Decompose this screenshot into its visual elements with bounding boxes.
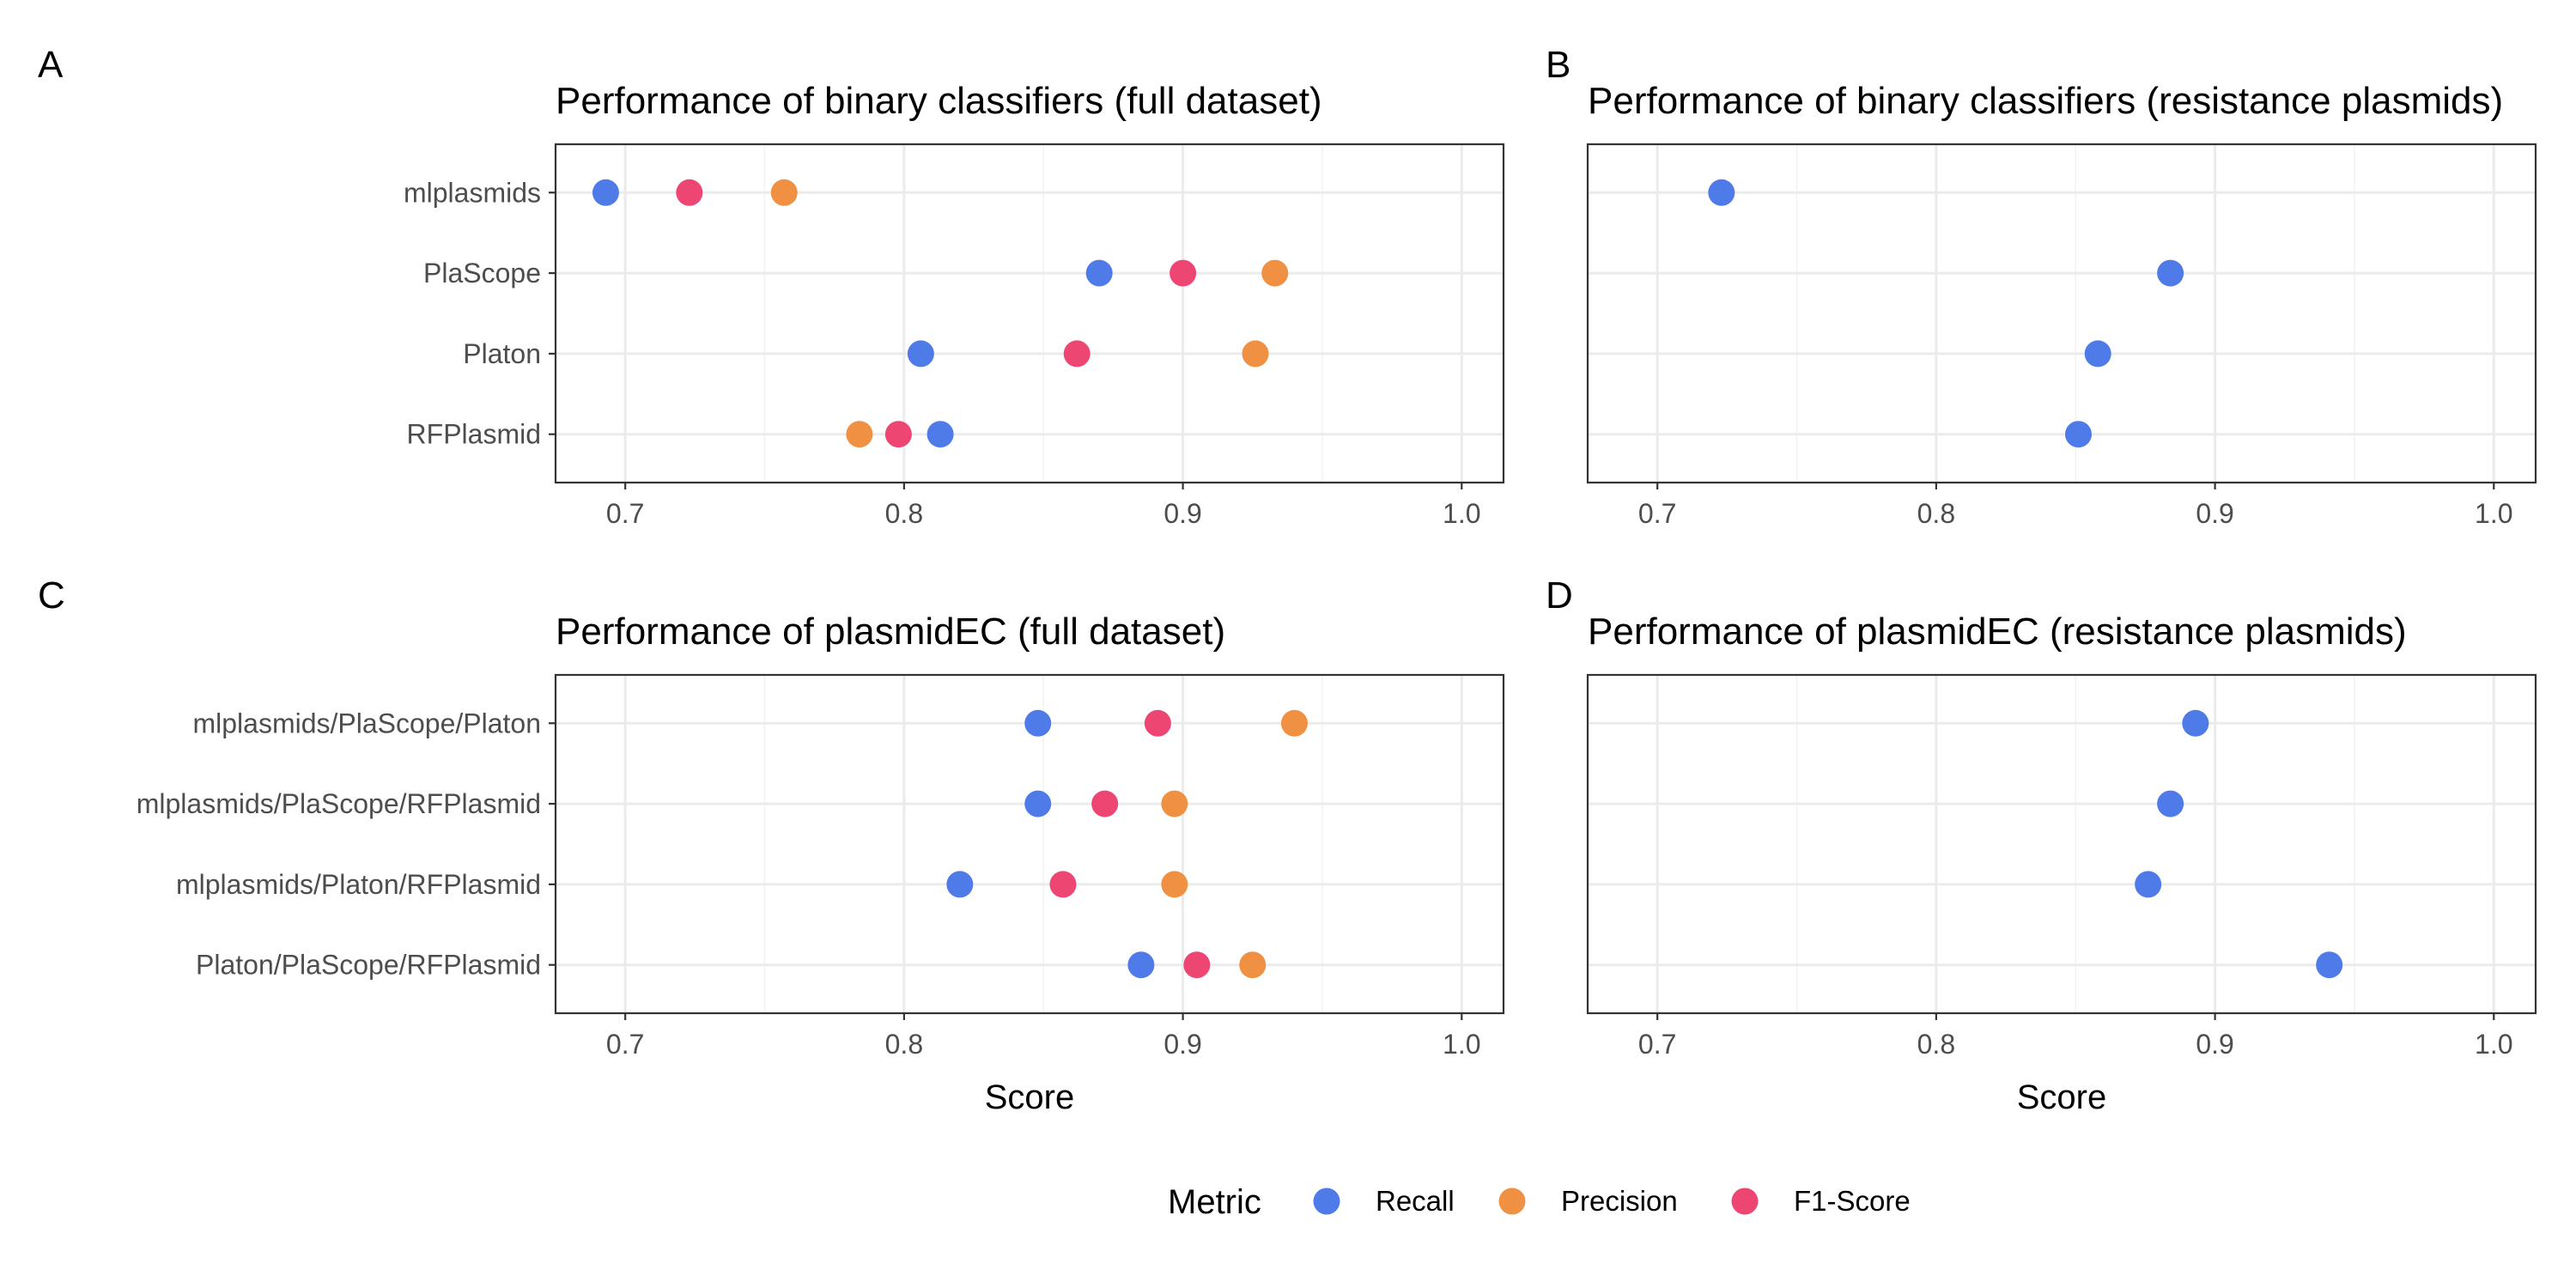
legend-label: Recall: [1376, 1185, 1455, 1217]
point-recall-mlplasmids-plascope-rfplasmid: [1024, 790, 1052, 817]
x-tick-label: 1.0: [1443, 498, 1480, 529]
legend-label: Precision: [1561, 1185, 1678, 1217]
panel-c: C Performance of plasmidEC (full dataset)…: [38, 574, 1505, 1116]
point-precision-mlplasmids-plascope-platon: [1280, 709, 1308, 737]
legend-key: [1313, 1188, 1340, 1215]
plot-area: [1586, 673, 2537, 1015]
point-recall-platon-plascope-rfplasmid: [2316, 951, 2343, 979]
plot-border: [554, 673, 1505, 1015]
y-tick-label: RFPlasmid: [407, 419, 541, 450]
y-tick-label: Platon: [463, 338, 541, 369]
plot-border: [1586, 143, 2537, 484]
point-recall-platon: [907, 340, 934, 368]
point-recall-rfplasmid: [927, 421, 954, 448]
x-tick-label: 0.9: [2196, 1029, 2233, 1060]
plot-area: [1586, 143, 2537, 484]
point-recall-platon-plascope-rfplasmid: [1127, 951, 1155, 979]
x-tick-label: 0.7: [1638, 1029, 1676, 1060]
point-recall-rfplasmid: [2064, 421, 2092, 448]
x-tick-label: 1.0: [1443, 1029, 1480, 1060]
x-tick-label: 0.7: [1638, 498, 1676, 529]
x-tick-label: 0.7: [606, 498, 644, 529]
panel-letter: B: [1546, 44, 1571, 86]
point-precision-mlplasmids: [770, 179, 798, 206]
y-tick-label: mlplasmids/Platon/RFPlasmid: [176, 869, 541, 900]
point-f1-score-platon: [1063, 340, 1091, 368]
x-tick-label: 1.0: [2475, 1029, 2512, 1060]
panel-letter: A: [38, 44, 64, 86]
legend-item-precision: Precision: [1498, 1185, 1678, 1217]
plot-background: [556, 144, 1504, 483]
y-tick-label: mlplasmids: [404, 177, 541, 208]
point-precision-plascope: [1261, 259, 1289, 287]
x-tick-label: 0.8: [1917, 498, 1955, 529]
panel-b: B Performance of binary classifiers (resi…: [1546, 44, 2537, 529]
plot-border: [1586, 673, 2537, 1015]
y-tick-label: mlplasmids/PlaScope/Platon: [192, 708, 541, 738]
point-recall-platon: [2084, 340, 2111, 368]
legend-title: Metric: [1168, 1183, 1261, 1221]
point-precision-mlplasmids-plascope-rfplasmid: [1161, 790, 1188, 817]
legend-label: F1-Score: [1794, 1185, 1911, 1217]
point-f1-score-mlplasmids-plascope-rfplasmid: [1091, 790, 1119, 817]
point-f1-score-mlplasmids-platon-rfplasmid: [1049, 871, 1077, 898]
point-recall-plascope: [2157, 259, 2184, 287]
panel-title: Performance of plasmidEC (full dataset): [556, 611, 1225, 653]
data-points: [2135, 709, 2343, 979]
point-f1-score-plascope: [1170, 259, 1197, 287]
x-tick-label: 0.8: [885, 498, 923, 529]
point-recall-mlplasmids: [592, 179, 619, 206]
point-precision-mlplasmids-platon-rfplasmid: [1161, 871, 1188, 898]
plot-background: [1588, 675, 2536, 1013]
x-axis-title: Score: [985, 1078, 1075, 1116]
plot-area: [554, 143, 1505, 484]
x-tick-label: 0.9: [2196, 498, 2233, 529]
x-tick-label: 0.7: [606, 1029, 644, 1060]
point-recall-mlplasmids: [1708, 179, 1735, 206]
point-f1-score-mlplasmids: [676, 179, 703, 206]
panel-a: A Performance of binary classifiers (full…: [38, 44, 1505, 529]
data-points: [946, 709, 1308, 979]
point-recall-plascope: [1085, 259, 1113, 287]
point-f1-score-rfplasmid: [884, 421, 912, 448]
plot-background: [1588, 144, 2536, 483]
x-tick-label: 1.0: [2475, 498, 2512, 529]
x-axis-title: Score: [2017, 1078, 2107, 1116]
y-tick-label: Platon/PlaScope/RFPlasmid: [196, 950, 541, 981]
legend: Metric Recall Precision F1-Score: [1168, 1183, 1911, 1221]
panel-d: D Performance of plasmidEC (resistance pl…: [1546, 574, 2537, 1116]
y-tick-label: PlaScope: [423, 258, 541, 289]
legend-item-recall: Recall: [1313, 1185, 1455, 1217]
panel-title: Performance of plasmidEC (resistance pla…: [1588, 611, 2407, 653]
panel-title: Performance of binary classifiers (full …: [556, 80, 1322, 122]
legend-key: [1731, 1188, 1759, 1215]
x-tick-label: 0.8: [1917, 1029, 1955, 1060]
panel-letter: D: [1546, 574, 1573, 617]
plot-border: [554, 143, 1505, 484]
point-precision-platon: [1242, 340, 1269, 368]
point-recall-mlplasmids-plascope-rfplasmid: [2157, 790, 2184, 817]
point-precision-rfplasmid: [846, 421, 873, 448]
point-recall-mlplasmids-platon-rfplasmid: [946, 871, 974, 898]
plot-area: [554, 673, 1505, 1015]
point-recall-mlplasmids-plascope-platon: [1024, 709, 1052, 737]
point-f1-score-platon-plascope-rfplasmid: [1183, 951, 1211, 979]
panel-title: Performance of binary classifiers (resis…: [1588, 80, 2503, 122]
point-recall-mlplasmids-plascope-platon: [2182, 709, 2209, 737]
x-tick-label: 0.9: [1163, 1029, 1201, 1060]
panel-letter: C: [38, 574, 65, 617]
x-tick-label: 0.8: [885, 1029, 923, 1060]
point-f1-score-mlplasmids-plascope-platon: [1144, 709, 1171, 737]
data-points: [1708, 179, 2184, 448]
legend-key: [1498, 1188, 1526, 1215]
data-points: [592, 179, 1289, 448]
legend-item-f1-score: F1-Score: [1731, 1185, 1911, 1217]
x-tick-label: 0.9: [1163, 498, 1201, 529]
point-recall-mlplasmids-platon-rfplasmid: [2135, 871, 2162, 898]
y-tick-label: mlplasmids/PlaScope/RFPlasmid: [137, 788, 541, 819]
point-precision-platon-plascope-rfplasmid: [1239, 951, 1267, 979]
